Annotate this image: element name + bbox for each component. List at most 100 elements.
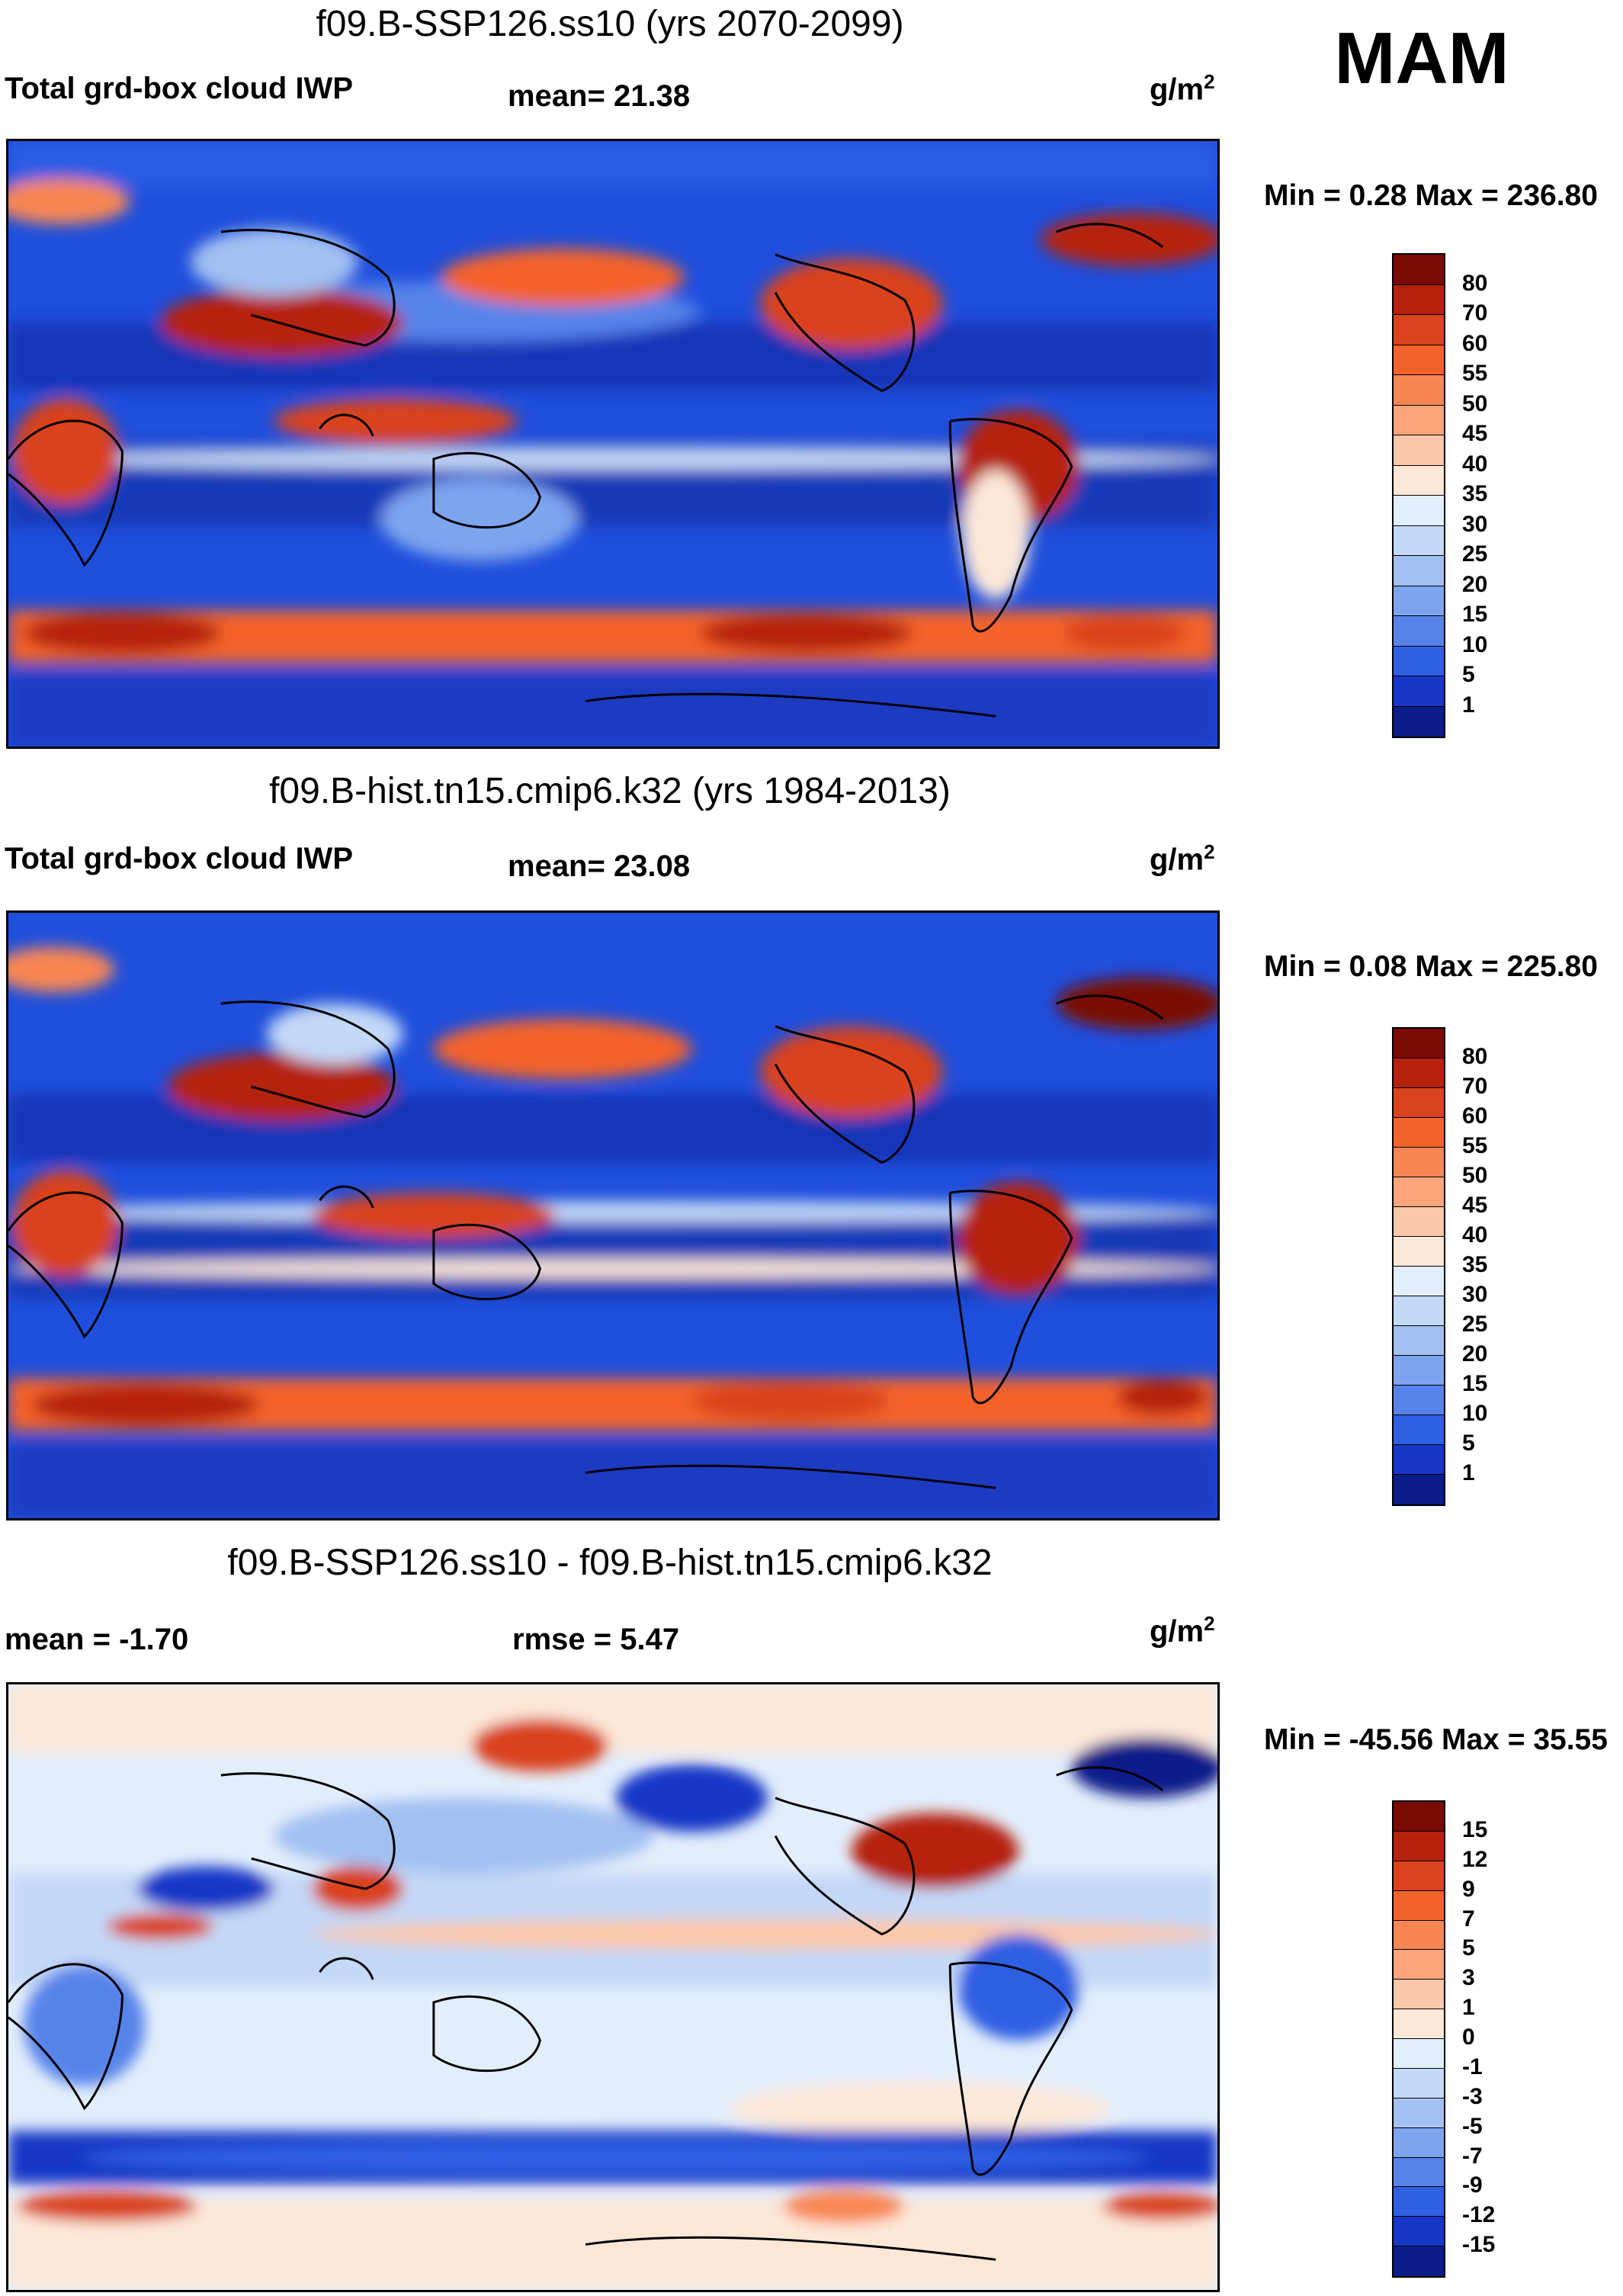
colorbar-segment xyxy=(1394,255,1444,285)
colorbar-labels: 80 70 60 55 50 45 40 35 30 25 20 15 10 5 1 xyxy=(1462,1027,1554,1506)
colorbar-tick-label: 40 xyxy=(1462,451,1488,477)
colorbar-tick-label: 35 xyxy=(1462,1252,1488,1277)
colorbar-segment xyxy=(1394,616,1444,647)
colorbar-segment xyxy=(1394,2039,1444,2069)
colorbar-tick-label: 25 xyxy=(1462,1312,1488,1337)
panel-title: f09.B-hist.tn15.cmip6.k32 (yrs 1984-2013… xyxy=(269,771,951,811)
colorbar-segment xyxy=(1394,2068,1444,2099)
panel-title: f09.B-SSP126.ss10 - f09.B-hist.tn15.cmip… xyxy=(227,1543,993,1583)
colorbar-tick-label: 20 xyxy=(1462,571,1488,597)
colorbar-segment xyxy=(1394,1415,1444,1445)
colorbar-segment xyxy=(1394,1890,1444,1921)
colorbar-segment xyxy=(1394,706,1444,737)
colorbar-segment xyxy=(1394,284,1444,315)
colorbar-tick-label: 80 xyxy=(1462,1044,1488,1069)
colorbar-segment xyxy=(1394,375,1444,406)
colorbar-segment xyxy=(1394,1326,1444,1356)
colorbar-segment xyxy=(1394,1861,1444,1891)
colorbar-segment xyxy=(1394,2187,1444,2217)
season-label: MAM xyxy=(1334,18,1509,99)
colorbar-segment xyxy=(1394,1029,1444,1058)
colorbar-segment xyxy=(1394,1356,1444,1386)
colorbar-tick-label: 30 xyxy=(1462,1282,1488,1307)
mean-label: mean = -1.70 xyxy=(5,1623,189,1656)
colorbar-segment xyxy=(1394,2217,1444,2247)
colorbar-segment xyxy=(1394,435,1444,466)
colorbar-segment xyxy=(1394,1920,1444,1951)
colorbar-tick-label: 12 xyxy=(1462,1846,1488,1872)
map-difference xyxy=(6,1682,1220,2292)
mean-label: mean= 23.08 xyxy=(508,849,691,883)
panel-title: f09.B-SSP126.ss10 (yrs 2070-2099) xyxy=(316,4,904,44)
units-label: g/m2 xyxy=(1150,1612,1215,1649)
colorbar-segment xyxy=(1394,525,1444,556)
map-historical xyxy=(6,910,1220,1520)
colorbar-tick-label: 30 xyxy=(1462,511,1488,537)
colorbar-tick-label: 35 xyxy=(1462,481,1488,506)
colorbar-tick-label: -9 xyxy=(1462,2172,1483,2198)
colorbar-tick-label: 1 xyxy=(1462,1460,1475,1485)
colorbar-tick-label: -12 xyxy=(1462,2202,1496,2228)
min-max-label: Min = 0.08 Max = 225.80 xyxy=(1264,950,1598,983)
colorbar-tick-label: 20 xyxy=(1462,1341,1488,1366)
colorbar-segment xyxy=(1394,1950,1444,1980)
colorbar-segment xyxy=(1394,2098,1444,2128)
colorbar-tick-label: 7 xyxy=(1462,1906,1475,1932)
colorbar-segment xyxy=(1394,496,1444,526)
colorbar-segment xyxy=(1394,676,1444,707)
colorbar-segment xyxy=(1394,556,1444,586)
colorbar-segment xyxy=(1394,2127,1444,2158)
colorbar-tick-label: 15 xyxy=(1462,1371,1488,1396)
colorbar-segment xyxy=(1394,1802,1444,1832)
colorbar-tick-label: 55 xyxy=(1462,1133,1488,1158)
colorbar-segment xyxy=(1394,1980,1444,2010)
colorbar-tick-label: 3 xyxy=(1462,1965,1475,1991)
colorbar-tick-label: 55 xyxy=(1462,361,1488,386)
colorbar-tick-label: 70 xyxy=(1462,1074,1488,1099)
colorbar-labels: 80 70 60 55 50 45 40 35 30 25 20 15 10 5 1 xyxy=(1462,253,1554,738)
units-label: g/m2 xyxy=(1150,840,1215,877)
variable-label: Total grd-box cloud IWP xyxy=(5,72,353,105)
colorbar-segment xyxy=(1394,1267,1444,1296)
colorbar-tick-label: 15 xyxy=(1462,602,1488,627)
colorbar-segment xyxy=(1394,2157,1444,2188)
colorbar-segment xyxy=(1394,1445,1444,1475)
colorbar-segment xyxy=(1394,1296,1444,1326)
colorbar-tick-label: 70 xyxy=(1462,300,1488,326)
min-max-label: Min = 0.28 Max = 236.80 xyxy=(1264,179,1598,212)
colorbar-segment xyxy=(1394,1118,1444,1148)
colorbar-segment xyxy=(1394,2246,1444,2276)
colorbar-segment xyxy=(1394,1148,1444,1177)
colorbar-segment xyxy=(1394,465,1444,496)
colorbar-segment xyxy=(1394,345,1444,375)
colorbar-tick-label: 10 xyxy=(1462,1401,1488,1426)
colorbar-segment xyxy=(1394,1475,1444,1504)
colorbar-segment xyxy=(1394,405,1444,435)
colorbar-tick-label: -5 xyxy=(1462,2113,1483,2139)
colorbar-segment xyxy=(1394,1831,1444,1861)
colorbar-tick-label: 0 xyxy=(1462,2025,1475,2050)
colorbar-tick-label: -1 xyxy=(1462,2054,1483,2079)
colorbar-segment xyxy=(1394,1058,1444,1088)
variable-label: Total grd-box cloud IWP xyxy=(5,842,353,875)
colorbar-segment xyxy=(1394,1386,1444,1415)
colorbar-tick-label: 5 xyxy=(1462,662,1475,687)
mean-label: mean= 21.38 xyxy=(508,79,691,113)
colorbar-segment xyxy=(1394,2009,1444,2039)
colorbar-labels: 15 12 9 7 5 3 1 0 -1 -3 -5 -7 -9 -12 -15 xyxy=(1462,1800,1554,2278)
colorbar xyxy=(1392,1027,1445,1506)
colorbar-segment xyxy=(1394,586,1444,616)
colorbar-segment xyxy=(1394,315,1444,345)
colorbar-tick-label: 5 xyxy=(1462,1935,1475,1961)
colorbar-tick-label: 50 xyxy=(1462,390,1488,416)
colorbar-tick-label: 50 xyxy=(1462,1163,1488,1188)
colorbar-tick-label: -3 xyxy=(1462,2083,1483,2109)
colorbar-tick-label: 1 xyxy=(1462,1995,1475,2021)
colorbar-tick-label: 9 xyxy=(1462,1876,1475,1902)
colorbar-tick-label: -15 xyxy=(1462,2232,1496,2258)
rmse-label: rmse = 5.47 xyxy=(512,1623,680,1656)
colorbar-tick-label: 45 xyxy=(1462,421,1488,446)
colorbar-tick-label: 5 xyxy=(1462,1431,1475,1456)
colorbar-segment xyxy=(1394,1088,1444,1118)
colorbar xyxy=(1392,253,1445,738)
